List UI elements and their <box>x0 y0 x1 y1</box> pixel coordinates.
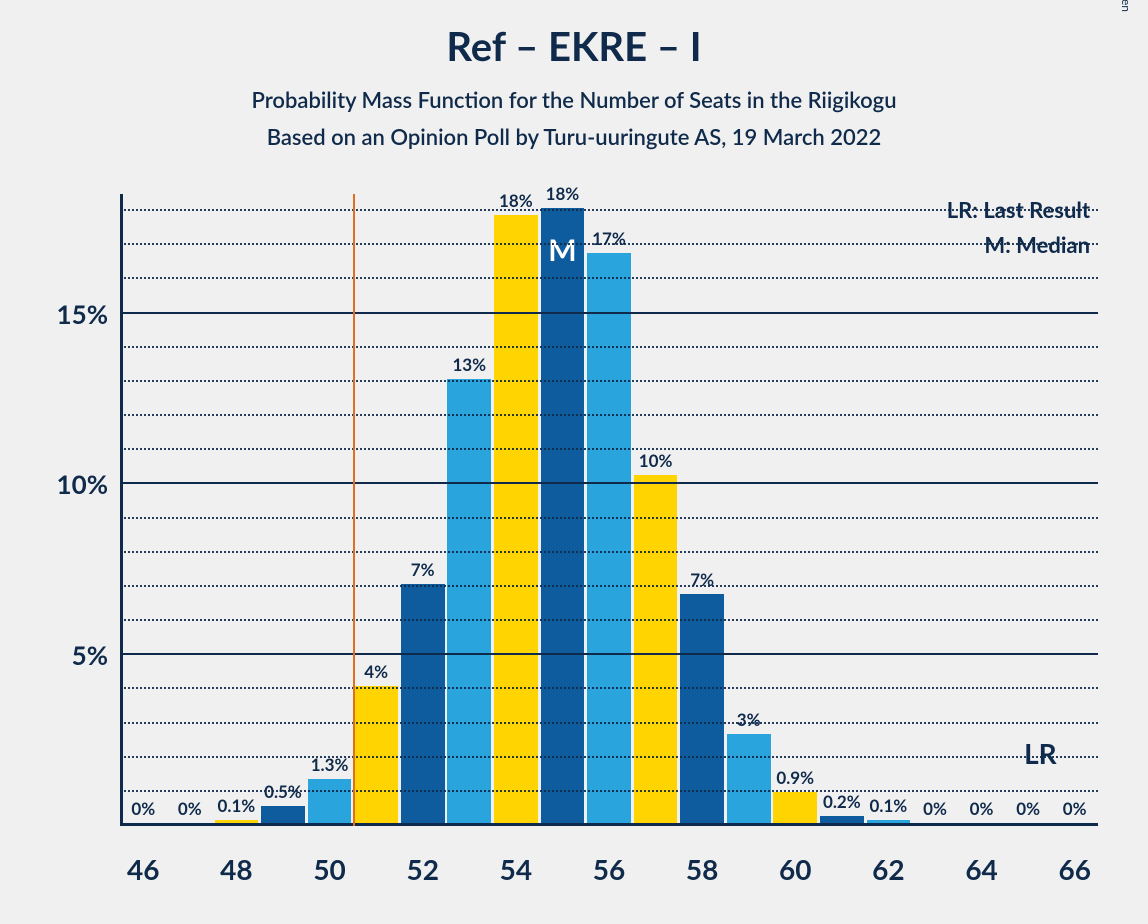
bar-value-label: 0% <box>1016 798 1040 819</box>
grid-minor <box>120 551 1098 553</box>
bars-group: 0%0%0.1%0.5%1.3%4%7%13%18%18%M17%10%7%3%… <box>120 194 1098 823</box>
grid-minor <box>120 790 1098 792</box>
bar-value-label: 0.2% <box>823 791 861 812</box>
bar-value-label: 0% <box>178 798 202 819</box>
bar-value-label: 4% <box>364 661 388 682</box>
plot-area: 0%0%0.1%0.5%1.3%4%7%13%18%18%M17%10%7%3%… <box>120 194 1098 826</box>
bar-value-label: 7% <box>690 569 714 590</box>
x-tick-label: 52 <box>406 852 438 886</box>
x-labels: 46 48 50 52 54 56 58 60 62 64 66 <box>120 834 1098 894</box>
x-tick-label: 54 <box>500 852 532 886</box>
bar: 0.9% <box>773 792 817 823</box>
bar-value-label: 18% <box>499 190 533 211</box>
bar-value-label: 13% <box>452 354 486 375</box>
bar-value-label: 0% <box>1063 798 1087 819</box>
bar-value-label: 0.9% <box>776 767 814 788</box>
lr-line <box>353 194 355 826</box>
bar: 0.2% <box>820 816 864 823</box>
y-tick-label: 10% <box>57 468 108 500</box>
chart-container: © 2022 Filip van Laenen Ref – EKRE – I P… <box>0 0 1148 924</box>
grid-minor <box>120 687 1098 689</box>
bar: 3% <box>727 734 771 823</box>
grid-major <box>120 653 1098 655</box>
grid-minor <box>120 380 1098 382</box>
x-tick-label: 60 <box>779 852 811 886</box>
grid-minor <box>120 585 1098 587</box>
bar-value-label: 10% <box>639 450 673 471</box>
grid-minor <box>120 448 1098 450</box>
bar-value-label: 18% <box>546 183 580 204</box>
bar: 0.1% <box>215 820 259 823</box>
grid-minor <box>120 722 1098 724</box>
chart-subtitle-2: Based on an Opinion Poll by Turu-uuringu… <box>0 113 1148 150</box>
grid-minor <box>120 414 1098 416</box>
x-tick-label: 64 <box>965 852 997 886</box>
x-tick-label: 48 <box>220 852 252 886</box>
x-tick-label: 46 <box>127 852 159 886</box>
bar: 17% <box>587 253 631 824</box>
bar: 18% <box>494 215 538 823</box>
y-tick-label: 5% <box>72 639 108 671</box>
bar: 0.5% <box>261 806 305 823</box>
bar-value-label: 0% <box>131 798 155 819</box>
bar: 7% <box>680 594 724 823</box>
grid-minor <box>120 209 1098 211</box>
median-mark: M <box>548 232 576 268</box>
x-axis <box>120 823 1098 826</box>
bar: 18%M <box>541 208 585 823</box>
x-tick-label: 50 <box>313 852 345 886</box>
grid-minor <box>120 243 1098 245</box>
bar: 0.1% <box>867 820 911 823</box>
chart-subtitle-1: Probability Mass Function for the Number… <box>0 70 1148 113</box>
x-tick-label: 66 <box>1058 852 1090 886</box>
bar-value-label: 0.1% <box>218 795 256 816</box>
grid-major <box>120 312 1098 314</box>
grid-minor <box>120 756 1098 758</box>
chart-title: Ref – EKRE – I <box>0 0 1148 70</box>
lr-caption: LR <box>1024 736 1057 770</box>
grid-minor <box>120 277 1098 279</box>
y-tick-label: 15% <box>57 298 108 330</box>
bar: 1.3% <box>308 779 352 823</box>
bar-value-label: 3% <box>737 709 761 730</box>
grid-major <box>120 482 1098 484</box>
bar-value-label: 0% <box>923 798 947 819</box>
bar-value-label: 0% <box>970 798 994 819</box>
copyright-text: © 2022 Filip van Laenen <box>1119 0 1134 12</box>
grid-minor <box>120 346 1098 348</box>
x-tick-label: 58 <box>686 852 718 886</box>
grid-minor <box>120 619 1098 621</box>
x-tick-label: 62 <box>872 852 904 886</box>
bar-value-label: 17% <box>592 228 626 249</box>
bar-value-label: 0.1% <box>870 795 908 816</box>
bar: 4% <box>354 686 398 823</box>
grid-minor <box>120 517 1098 519</box>
bar-value-label: 7% <box>411 559 435 580</box>
bar: 10% <box>634 475 678 823</box>
x-tick-label: 56 <box>593 852 625 886</box>
